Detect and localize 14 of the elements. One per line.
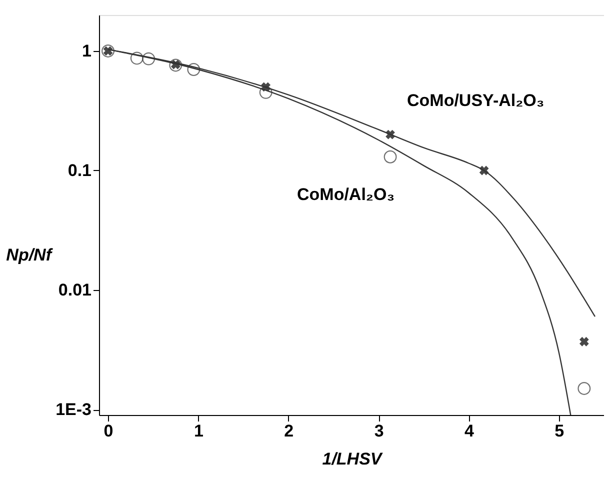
y-axis-title: Np/Nf bbox=[6, 246, 54, 264]
series-label: CoMo/USY-Al₂O₃ bbox=[407, 91, 544, 110]
y-tick-label: 0.1 bbox=[68, 160, 92, 180]
x-axis-title: 1/LHSV bbox=[322, 450, 384, 468]
x-tick-label: 4 bbox=[464, 422, 474, 440]
y-tick-label: 0.01 bbox=[58, 280, 92, 300]
x-tick-label: 5 bbox=[554, 422, 564, 440]
y-tick-label: 1 bbox=[82, 41, 92, 60]
x-tick-label: 0 bbox=[104, 422, 114, 440]
y-tick-label: 1E-3 bbox=[56, 400, 92, 420]
x-tick-label: 3 bbox=[374, 422, 384, 440]
x-tick-label: 2 bbox=[284, 422, 294, 440]
series-label: CoMo/Al₂O₃ bbox=[297, 185, 395, 204]
x-tick-label: 1 bbox=[194, 422, 204, 440]
